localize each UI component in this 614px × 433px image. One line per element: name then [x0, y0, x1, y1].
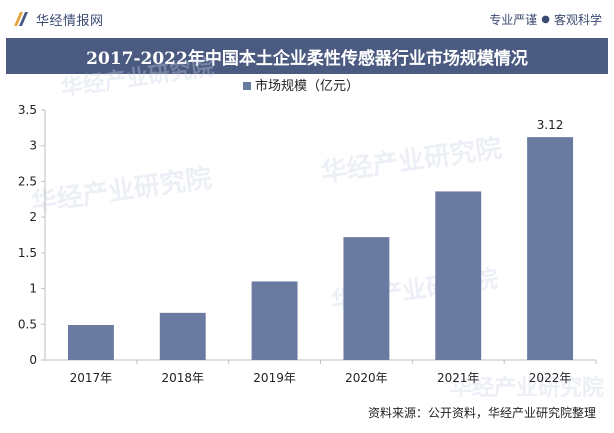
slogan-separator: ● [541, 14, 550, 25]
slogan-left: 专业严谨 [489, 13, 538, 27]
legend-swatch [243, 82, 251, 90]
legend: 市场规模（亿元） [243, 78, 359, 94]
bar [251, 281, 298, 360]
brand: 华经情报网 [12, 9, 104, 29]
x-tick-label: 2022年 [529, 371, 572, 385]
bar [527, 137, 574, 360]
data-label: 3.12 [537, 118, 564, 132]
legend-label: 市场规模（亿元） [255, 78, 359, 94]
bars: 3.12 [67, 118, 574, 360]
chart-area: 市场规模（亿元） 0 0.5 1 1.5 2 2.5 3 3.5 3.12 2017年 2018… [0, 74, 614, 394]
y-tick-label: 1 [29, 282, 37, 296]
slogan-right: 客观科学 [553, 13, 602, 27]
y-tick-label: 0 [29, 353, 37, 367]
x-tick-label: 2018年 [161, 371, 204, 385]
y-axis: 0 0.5 1 1.5 2 2.5 3 3.5 [18, 103, 596, 367]
source-note: 资料来源：公开资料，华经产业研究院整理 [367, 406, 596, 420]
y-tick-label: 1.5 [18, 246, 37, 260]
bar [159, 312, 206, 360]
bar [343, 237, 390, 360]
brand-name: 华经情报网 [36, 13, 104, 29]
y-tick-label: 0.5 [18, 317, 37, 331]
y-tick-label: 2.5 [18, 174, 37, 188]
huajing-logo-icon [14, 12, 28, 26]
title-bar: 2017-2022年中国本土企业柔性传感器行业市场规模情况 [6, 38, 608, 74]
x-tick-label: 2020年 [345, 371, 388, 385]
top-bar: 华经情报网 专业严谨 ● 客观科学 [0, 0, 614, 38]
x-tick-label: 2021年 [437, 371, 480, 385]
bar [67, 325, 114, 360]
y-tick-label: 3 [29, 139, 37, 153]
y-tick-label: 3.5 [18, 103, 37, 117]
chart-title: 2017-2022年中国本土企业柔性传感器行业市场规模情况 [86, 48, 528, 69]
y-tick-label: 2 [29, 210, 37, 224]
bar [435, 191, 482, 360]
slogan: 专业严谨 ● 客观科学 [489, 11, 602, 28]
x-axis: 2017年 2018年 2019年 2020年 2021年 2022年 [70, 360, 597, 385]
x-tick-label: 2019年 [253, 371, 296, 385]
bar-chart: 市场规模（亿元） 0 0.5 1 1.5 2 2.5 3 3.5 3.12 2017年 2018… [18, 78, 597, 385]
x-tick-label: 2017年 [70, 371, 113, 385]
